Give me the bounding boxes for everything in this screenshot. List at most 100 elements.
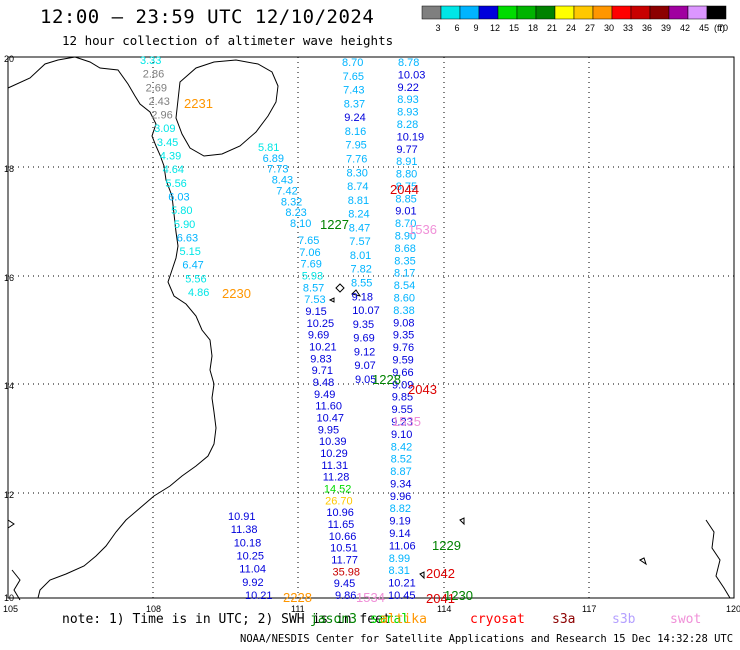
pass-label: 1229 bbox=[432, 538, 461, 553]
wave-height-value: 9.19 bbox=[389, 516, 410, 528]
wave-height-value: 8.54 bbox=[394, 280, 415, 292]
wave-height-value: 4.64 bbox=[163, 164, 184, 176]
wave-height-value: 3.33 bbox=[140, 55, 161, 67]
wave-height-value: 7.95 bbox=[345, 140, 366, 152]
wave-height-value: 7.53 bbox=[304, 294, 325, 306]
pass-label: 2042 bbox=[426, 566, 455, 581]
small-islands bbox=[419, 517, 647, 580]
wave-height-value: 9.66 bbox=[392, 367, 413, 379]
wave-height-value: 9.01 bbox=[395, 206, 416, 218]
wave-height-value: 8.99 bbox=[389, 553, 410, 565]
wave-height-value: 8.57 bbox=[303, 282, 324, 294]
wave-height-value: 9.09 bbox=[392, 379, 413, 391]
legend-swatch bbox=[497, 5, 518, 20]
wave-height-value: 9.45 bbox=[334, 578, 355, 590]
wave-height-value: 10.19 bbox=[397, 131, 425, 143]
wave-height-value: 8.55 bbox=[351, 278, 372, 290]
wave-height-value: 9.49 bbox=[314, 389, 335, 401]
legend-label: 30 bbox=[604, 23, 614, 33]
wave-height-value: 9.92 bbox=[242, 577, 263, 589]
wave-height-value: 9.55 bbox=[392, 404, 413, 416]
wave-height-value: 5.56 bbox=[185, 273, 206, 285]
x-tick-108: 108 bbox=[146, 604, 161, 614]
legend-swatch bbox=[573, 5, 594, 20]
legend-swatch bbox=[459, 5, 480, 20]
wave-height-value: 8.81 bbox=[348, 195, 369, 207]
wave-height-value: 8.43 bbox=[272, 175, 293, 187]
legend-label: 33 bbox=[623, 23, 633, 33]
wave-height-value: 10.66 bbox=[329, 531, 357, 543]
wave-height-value: 8.87 bbox=[390, 466, 411, 478]
wave-height-value: 10.91 bbox=[228, 511, 256, 523]
wave-height-value: 11.28 bbox=[323, 472, 350, 484]
legend-label: 39 bbox=[661, 23, 671, 33]
y-tick-12: 12 bbox=[4, 490, 14, 500]
wave-height-value: 9.59 bbox=[392, 355, 413, 367]
y-tick-14: 14 bbox=[4, 381, 14, 391]
wave-height-value: 10.29 bbox=[320, 448, 348, 460]
wave-height-value: 9.96 bbox=[390, 491, 411, 503]
wave-height-value: 9.34 bbox=[390, 478, 411, 490]
legend-swatch bbox=[592, 5, 613, 20]
wave-height-value: 6.63 bbox=[177, 232, 198, 244]
legend-label: 21 bbox=[547, 23, 557, 33]
wave-height-value: 9.35 bbox=[353, 319, 374, 331]
wave-height-value: 4.86 bbox=[188, 287, 209, 299]
legend-label: 45 bbox=[699, 23, 709, 33]
satellite-s3a: s3a bbox=[552, 612, 576, 627]
wave-height-value: 9.95 bbox=[318, 424, 339, 436]
wave-height-value: 8.24 bbox=[348, 209, 369, 221]
wave-height-value: 9.35 bbox=[393, 330, 414, 342]
x-tick-105: 105 bbox=[3, 604, 18, 614]
footer-credit: NOAA/NESDIS Center for Satellite Applica… bbox=[240, 633, 740, 645]
wave-height-value: 11.77 bbox=[331, 555, 358, 567]
color-legend: 3 6 9 12 15 18 21 24 27 30 33 36 39 42 45 70(ft) bbox=[421, 5, 728, 33]
legend-swatch bbox=[668, 5, 689, 20]
legend-swatch bbox=[535, 5, 556, 20]
legend-swatch bbox=[421, 5, 442, 20]
legend-label: 3 bbox=[435, 23, 440, 33]
wave-height-value: 10.07 bbox=[352, 305, 380, 317]
y-tick-16: 16 bbox=[4, 273, 14, 283]
wave-height-value: 8.82 bbox=[390, 503, 411, 515]
wave-height-value: 10.21 bbox=[388, 578, 416, 590]
wave-height-value: 8.17 bbox=[394, 268, 415, 280]
legend-label: 12 bbox=[490, 23, 500, 33]
wave-height-value: 5.81 bbox=[258, 142, 279, 154]
wave-height-value: 10.25 bbox=[237, 551, 265, 563]
wave-height-value: 5.90 bbox=[174, 219, 195, 231]
map-title: 12:00 — 23:59 UTC 12/10/2024 bbox=[40, 6, 375, 28]
legend-swatch bbox=[687, 5, 708, 20]
wave-height-value: 9.77 bbox=[396, 144, 417, 156]
wave-height-value: 8.16 bbox=[345, 126, 366, 138]
legend-swatch bbox=[630, 5, 651, 20]
wave-height-value: 8.35 bbox=[394, 255, 415, 267]
wave-height-value: 6.89 bbox=[263, 153, 284, 165]
wave-height-value: 7.65 bbox=[343, 71, 364, 83]
pass-label: 1230 bbox=[444, 588, 473, 603]
legend-swatch bbox=[649, 5, 670, 20]
legend-label: 42 bbox=[680, 23, 690, 33]
wave-height-value: 8.23 bbox=[285, 207, 306, 219]
wave-height-value: 10.21 bbox=[309, 342, 337, 354]
legend-label: 6 bbox=[454, 23, 459, 33]
wave-height-value: 10.21 bbox=[245, 590, 273, 602]
pass-label: 2041 bbox=[426, 591, 455, 606]
wave-height-value: 8.93 bbox=[397, 94, 418, 106]
wave-height-value: 8.78 bbox=[398, 57, 419, 69]
wave-height-value: 11.65 bbox=[328, 519, 355, 531]
satellite-cryosat: cryosat bbox=[470, 612, 525, 627]
wave-height-value: 2.86 bbox=[143, 69, 164, 81]
wave-height-value: 8.31 bbox=[389, 565, 410, 577]
wave-height-value: 10.03 bbox=[398, 69, 426, 81]
wave-height-value: 8.28 bbox=[397, 119, 418, 131]
wave-height-value: 3.09 bbox=[154, 123, 175, 135]
paracel-islands bbox=[328, 283, 362, 303]
wave-height-value: 8.42 bbox=[391, 441, 412, 453]
wave-height-value: 8.47 bbox=[349, 222, 370, 234]
wave-height-value: 9.69 bbox=[308, 330, 329, 342]
wave-height-value: 26.70 bbox=[325, 495, 353, 507]
wave-height-value: 14.52 bbox=[324, 484, 352, 496]
wave-height-value: 8.91 bbox=[396, 156, 417, 168]
wave-height-value: 5.56 bbox=[165, 178, 186, 190]
